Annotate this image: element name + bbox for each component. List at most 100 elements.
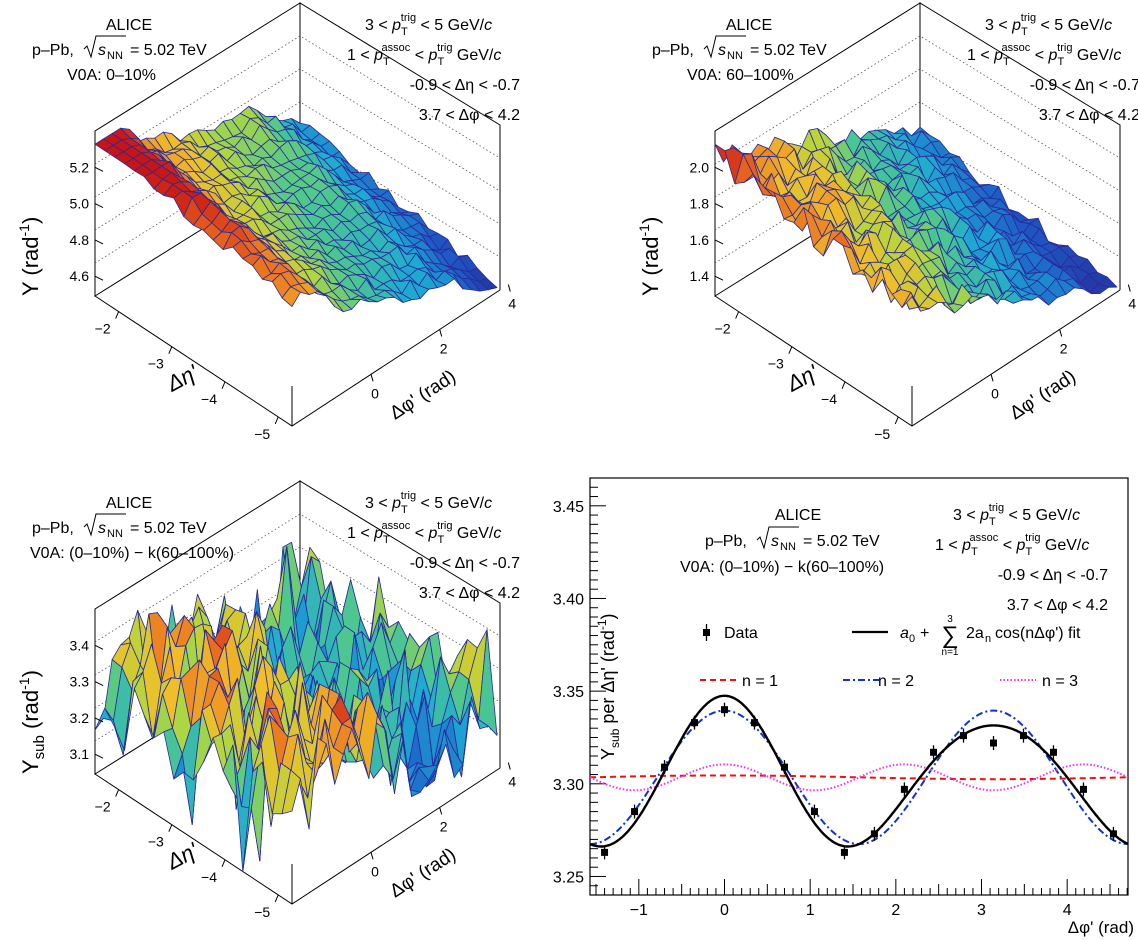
data-point: [1019, 732, 1027, 740]
svg-text:3 < pTtrig < 5 GeV/c: 3 < pTtrig < 5 GeV/c: [365, 490, 492, 516]
svg-text:3.7 < Δφ < 4.2: 3.7 < Δφ < 4.2: [1039, 107, 1138, 124]
system-label: p–Pb,: [652, 42, 694, 59]
svg-text:-0.9 < Δη < -0.7: -0.9 < Δη < -0.7: [410, 77, 520, 94]
y-tick-label: 3.30: [553, 777, 584, 794]
svg-text:Y (rad-1): Y (rad-1): [636, 217, 663, 296]
sqrt-s-label: s: [98, 520, 106, 537]
kinematic-cuts: 3 < pTtrig < 5 GeV/c 1 < pTassoc < pTtrig…: [347, 12, 520, 124]
svg-text:Ysub per Δη' (rad-1): Ysub per Δη' (rad-1): [595, 613, 622, 760]
data-point: [870, 830, 878, 838]
plot4-cuts: 3 < pTtrig < 5 GeV/c 1 < pTassoc < pTtrig…: [935, 502, 1108, 614]
svg-text:+: +: [920, 625, 929, 642]
plot-data-points: [601, 702, 1117, 860]
x-tick-label: 2: [891, 902, 900, 919]
svg-text:a: a: [900, 625, 909, 642]
svg-text:NN: NN: [780, 541, 796, 553]
legend-n2-label: n = 2: [878, 673, 914, 690]
kinematic-cuts: 3 < pTtrig < 5 GeV/c 1 < pTassoc < pTtrig…: [347, 490, 520, 602]
data-point: [721, 706, 728, 714]
kinematic-cuts: 3 < pTtrig < 5 GeV/c 1 < pTassoc < pTtrig…: [935, 502, 1108, 614]
surface-mesh: [94, 541, 498, 872]
svg-text:3.7 < Δφ < 4.2: 3.7 < Δφ < 4.2: [1007, 597, 1108, 614]
data-point: [900, 785, 908, 793]
eta-tick-label: −4: [201, 869, 217, 885]
y-tick-label: 3.45: [553, 499, 584, 516]
phi-tick-label: 0: [991, 385, 999, 401]
svg-text:Y (rad-1): Y (rad-1): [16, 217, 43, 296]
eta-tick-label: −3: [148, 834, 164, 850]
y-tick-label: 3.35: [553, 684, 584, 701]
panel-bottom-right-projection: −1 0 1 2 3 43.253.303.353.403.45 ALICE p–Pb, …: [553, 477, 1134, 937]
plot4-experiment: ALICE: [775, 507, 821, 524]
data-point: [1079, 785, 1087, 793]
phi-axis-title: Δφ' (rad): [386, 366, 460, 424]
svg-text:s: s: [771, 533, 779, 550]
centrality-label: V0A: 60–100%: [687, 67, 794, 84]
phi-tick-label: 0: [371, 863, 379, 879]
phi-axis-title: Δφ' (rad): [386, 844, 460, 902]
phi-tick-label: 4: [1128, 296, 1136, 312]
svg-text:2a: 2a: [966, 625, 984, 642]
svg-text:Ysub (rad-1): Ysub (rad-1): [16, 670, 48, 774]
surface-mesh: [714, 126, 1118, 314]
eta-tick-label: −5: [874, 426, 890, 442]
sqrt-s-sub: NN: [107, 528, 123, 540]
svg-text:∑: ∑: [941, 622, 958, 649]
data-point: [990, 739, 997, 747]
svg-text:1 < pTassoc < pTtrig GeV/c: 1 < pTassoc < pTtrig GeV/c: [347, 520, 501, 546]
phi-tick-label: 4: [508, 774, 516, 790]
svg-text:-0.9 < Δη < -0.7: -0.9 < Δη < -0.7: [410, 555, 520, 572]
series-n2-line: [590, 709, 1128, 845]
y-tick-label: 3.25: [553, 869, 584, 886]
data-point: [691, 719, 699, 727]
z-tick-label: 3.3: [70, 674, 90, 690]
phi-tick-label: 2: [440, 818, 448, 834]
legend-data-label: Data: [724, 625, 758, 642]
x-tick-label: 3: [977, 902, 986, 919]
system-label: p–Pb,: [32, 520, 74, 537]
energy-label: = 5.02 TeV: [130, 520, 207, 537]
y-tick-label: 3.40: [553, 591, 584, 608]
svg-text:3 < pTtrig < 5 GeV/c: 3 < pTtrig < 5 GeV/c: [985, 12, 1112, 38]
eta-tick-label: −2: [95, 321, 111, 337]
z-tick-label: 5.2: [70, 159, 90, 175]
data-point: [661, 763, 669, 771]
z-axis-title: Ysub (rad-1): [16, 670, 48, 774]
svg-text:cos(nΔφ') fit: cos(nΔφ') fit: [995, 625, 1081, 642]
energy-label: = 5.02 TeV: [750, 42, 827, 59]
plot-curves: [590, 694, 1128, 848]
svg-text:3: 3: [947, 614, 953, 625]
z-axis-title: Y (rad-1): [16, 217, 43, 296]
svg-text:1 < pTassoc < pTtrig GeV/c: 1 < pTassoc < pTtrig GeV/c: [347, 42, 501, 68]
data-point: [840, 848, 848, 856]
plot4-energy: = 5.02 TeV: [803, 533, 880, 550]
eta-tick-label: −5: [254, 426, 270, 442]
plot4-x-axis-title: Δφ' (rad): [1068, 918, 1134, 937]
z-tick-label: 1.4: [690, 268, 710, 284]
svg-text:3.7 < Δφ < 4.2: 3.7 < Δφ < 4.2: [419, 107, 520, 124]
svg-text:1 < pTassoc < pTtrig GeV/c: 1 < pTassoc < pTtrig GeV/c: [935, 532, 1089, 558]
sqrt-s-sub: NN: [727, 50, 743, 62]
eta-axis-title: Δη': [162, 837, 203, 875]
svg-text:3.7 < Δφ < 4.2: 3.7 < Δφ < 4.2: [419, 585, 520, 602]
data-point: [631, 808, 639, 816]
eta-tick-label: −5: [254, 904, 270, 920]
eta-tick-label: −4: [201, 391, 217, 407]
x-tick-label: −1: [630, 902, 648, 919]
kinematic-cuts: 3 < pTtrig < 5 GeV/c 1 < pTassoc < pTtrig…: [967, 12, 1138, 124]
legend-n3-label: n = 3: [1042, 673, 1078, 690]
eta-tick-label: −2: [715, 321, 731, 337]
z-tick-label: 5.0: [70, 196, 90, 212]
series-n1-line: [590, 774, 1128, 781]
z-tick-label: 1.8: [690, 196, 710, 212]
plot-axes: −1 0 1 2 3 4 3.25 3.30 3.35 3.40 3.45: [553, 477, 1128, 919]
svg-text:3 < pTtrig < 5 GeV/c: 3 < pTtrig < 5 GeV/c: [953, 502, 1080, 528]
svg-text:n: n: [985, 633, 991, 645]
panel-top-left-central: 4.6 4.8 5.0 5.2 −2 −3 −4 −5 0 2 4 Δη' Δφ' (rad) Y (ra…: [16, 2, 520, 442]
experiment-label: ALICE: [726, 17, 772, 34]
experiment-label: ALICE: [106, 17, 152, 34]
surface-cell: [281, 286, 301, 307]
legend: Data a 0 + 3 ∑ n=1 2a n cos(nΔφ') fit n …: [700, 614, 1081, 690]
svg-text:1 < pTassoc < pTtrig GeV/c: 1 < pTassoc < pTtrig GeV/c: [967, 42, 1121, 68]
